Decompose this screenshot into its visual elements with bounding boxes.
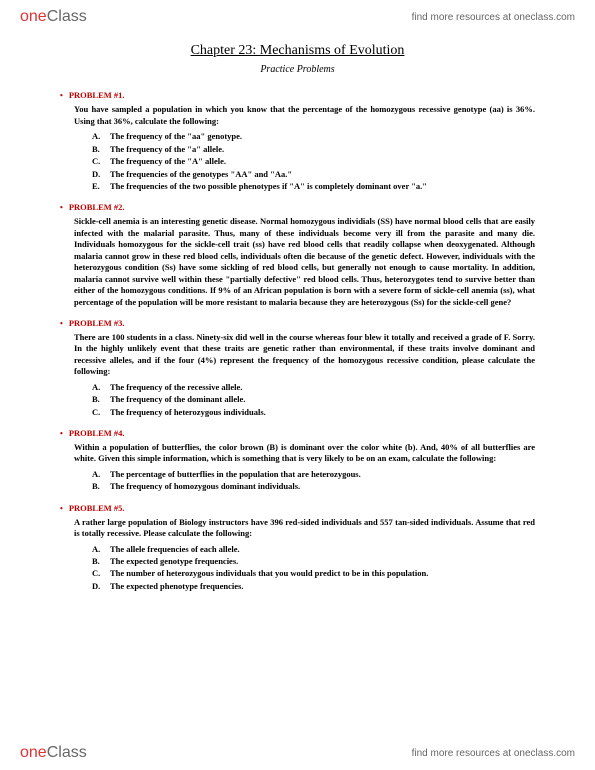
problem-heading-text: PROBLEM #1. bbox=[69, 90, 125, 101]
bullet-icon: • bbox=[60, 91, 63, 102]
problems-container: • PROBLEM #1. You have sampled a populatio… bbox=[60, 90, 535, 592]
sub-item-letter: A. bbox=[92, 544, 110, 555]
footer-logo-part2: Class bbox=[47, 744, 87, 761]
footer-logo: oneClass bbox=[20, 744, 87, 762]
problem-body: Within a population of butterflies, the … bbox=[74, 442, 535, 465]
logo-part1: one bbox=[20, 8, 47, 25]
sub-item-letter: B. bbox=[92, 481, 110, 492]
sub-item-text: The frequencies of the genotypes "AA" an… bbox=[110, 169, 292, 180]
sub-item: A.The allele frequencies of each allele. bbox=[92, 544, 535, 555]
header-link[interactable]: find more resources at oneclass.com bbox=[412, 12, 575, 23]
sub-item: C.The number of heterozygous individuals… bbox=[92, 568, 535, 579]
problem-body: You have sampled a population in which y… bbox=[74, 104, 535, 127]
logo: oneClass bbox=[20, 8, 87, 26]
problem-body: Sickle-cell anemia is an interesting gen… bbox=[74, 216, 535, 308]
sub-list: A.The allele frequencies of each allele.… bbox=[92, 544, 535, 593]
sub-item-letter: D. bbox=[92, 581, 110, 592]
sub-item-text: The expected genotype frequencies. bbox=[110, 556, 238, 567]
sub-item-text: The frequency of homozygous dominant ind… bbox=[110, 481, 300, 492]
problem-heading-text: PROBLEM #3. bbox=[69, 318, 125, 329]
problem-heading: • PROBLEM #4. bbox=[60, 428, 535, 440]
sub-item-letter: C. bbox=[92, 407, 110, 418]
sub-item-letter: B. bbox=[92, 394, 110, 405]
subtitle: Practice Problems bbox=[60, 63, 535, 77]
sub-item-letter: B. bbox=[92, 144, 110, 155]
chapter-title: Chapter 23: Mechanisms of Evolution bbox=[60, 42, 535, 61]
sub-item-text: The frequency of the "A" allele. bbox=[110, 156, 226, 167]
sub-item-letter: C. bbox=[92, 156, 110, 167]
sub-item-text: The frequency of heterozygous individual… bbox=[110, 407, 266, 418]
problem-body: There are 100 students in a class. Ninet… bbox=[74, 332, 535, 378]
footer-link[interactable]: find more resources at oneclass.com bbox=[412, 748, 575, 759]
sub-item-letter: A. bbox=[92, 382, 110, 393]
sub-item-text: The frequency of the "aa" genotype. bbox=[110, 131, 242, 142]
sub-item-letter: A. bbox=[92, 131, 110, 142]
sub-list: A.The frequency of the recessive allele.… bbox=[92, 382, 535, 418]
sub-item: A.The percentage of butterflies in the p… bbox=[92, 469, 535, 480]
sub-item: B.The expected genotype frequencies. bbox=[92, 556, 535, 567]
problem-heading-text: PROBLEM #2. bbox=[69, 202, 125, 213]
page-content: Chapter 23: Mechanisms of Evolution Prac… bbox=[0, 32, 595, 633]
sub-list: A.The percentage of butterflies in the p… bbox=[92, 469, 535, 493]
problem-heading: • PROBLEM #1. bbox=[60, 90, 535, 102]
bullet-icon: • bbox=[60, 203, 63, 214]
header-bar: oneClass find more resources at oneclass… bbox=[0, 0, 595, 32]
sub-item-letter: C. bbox=[92, 568, 110, 579]
sub-item: A.The frequency of the recessive allele. bbox=[92, 382, 535, 393]
bullet-icon: • bbox=[60, 319, 63, 330]
sub-item: C.The frequency of the "A" allele. bbox=[92, 156, 535, 167]
sub-list: A.The frequency of the "aa" genotype.B.T… bbox=[92, 131, 535, 192]
bullet-icon: • bbox=[60, 429, 63, 440]
sub-item-letter: A. bbox=[92, 469, 110, 480]
sub-item-text: The frequency of the "a" allele. bbox=[110, 144, 224, 155]
sub-item: E.The frequencies of the two possible ph… bbox=[92, 181, 535, 192]
sub-item-text: The percentage of butterflies in the pop… bbox=[110, 469, 361, 480]
problem-heading-text: PROBLEM #5. bbox=[69, 503, 125, 514]
sub-item: B.The frequency of the "a" allele. bbox=[92, 144, 535, 155]
problem-heading-text: PROBLEM #4. bbox=[69, 428, 125, 439]
footer-bar: oneClass find more resources at oneclass… bbox=[0, 738, 595, 770]
problem-heading: • PROBLEM #5. bbox=[60, 503, 535, 515]
bullet-icon: • bbox=[60, 504, 63, 515]
sub-item-text: The expected phenotype frequencies. bbox=[110, 581, 243, 592]
logo-part2: Class bbox=[47, 8, 87, 25]
sub-item: B.The frequency of homozygous dominant i… bbox=[92, 481, 535, 492]
sub-item: B.The frequency of the dominant allele. bbox=[92, 394, 535, 405]
sub-item-text: The allele frequencies of each allele. bbox=[110, 544, 240, 555]
problem-heading: • PROBLEM #3. bbox=[60, 318, 535, 330]
sub-item: D.The expected phenotype frequencies. bbox=[92, 581, 535, 592]
sub-item-text: The frequency of the dominant allele. bbox=[110, 394, 245, 405]
sub-item-text: The frequency of the recessive allele. bbox=[110, 382, 242, 393]
sub-item-text: The frequencies of the two possible phen… bbox=[110, 181, 427, 192]
sub-item-letter: E. bbox=[92, 181, 110, 192]
sub-item: A.The frequency of the "aa" genotype. bbox=[92, 131, 535, 142]
sub-item: D.The frequencies of the genotypes "AA" … bbox=[92, 169, 535, 180]
sub-item-text: The number of heterozygous individuals t… bbox=[110, 568, 428, 579]
problem-body: A rather large population of Biology ins… bbox=[74, 517, 535, 540]
sub-item-letter: D. bbox=[92, 169, 110, 180]
sub-item-letter: B. bbox=[92, 556, 110, 567]
footer-logo-part1: one bbox=[20, 744, 47, 761]
problem-heading: • PROBLEM #2. bbox=[60, 202, 535, 214]
sub-item: C.The frequency of heterozygous individu… bbox=[92, 407, 535, 418]
